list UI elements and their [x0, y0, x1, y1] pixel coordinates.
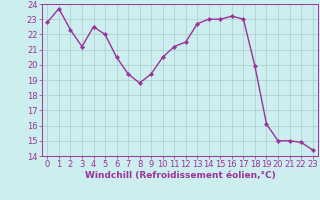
X-axis label: Windchill (Refroidissement éolien,°C): Windchill (Refroidissement éolien,°C) [84, 171, 276, 180]
